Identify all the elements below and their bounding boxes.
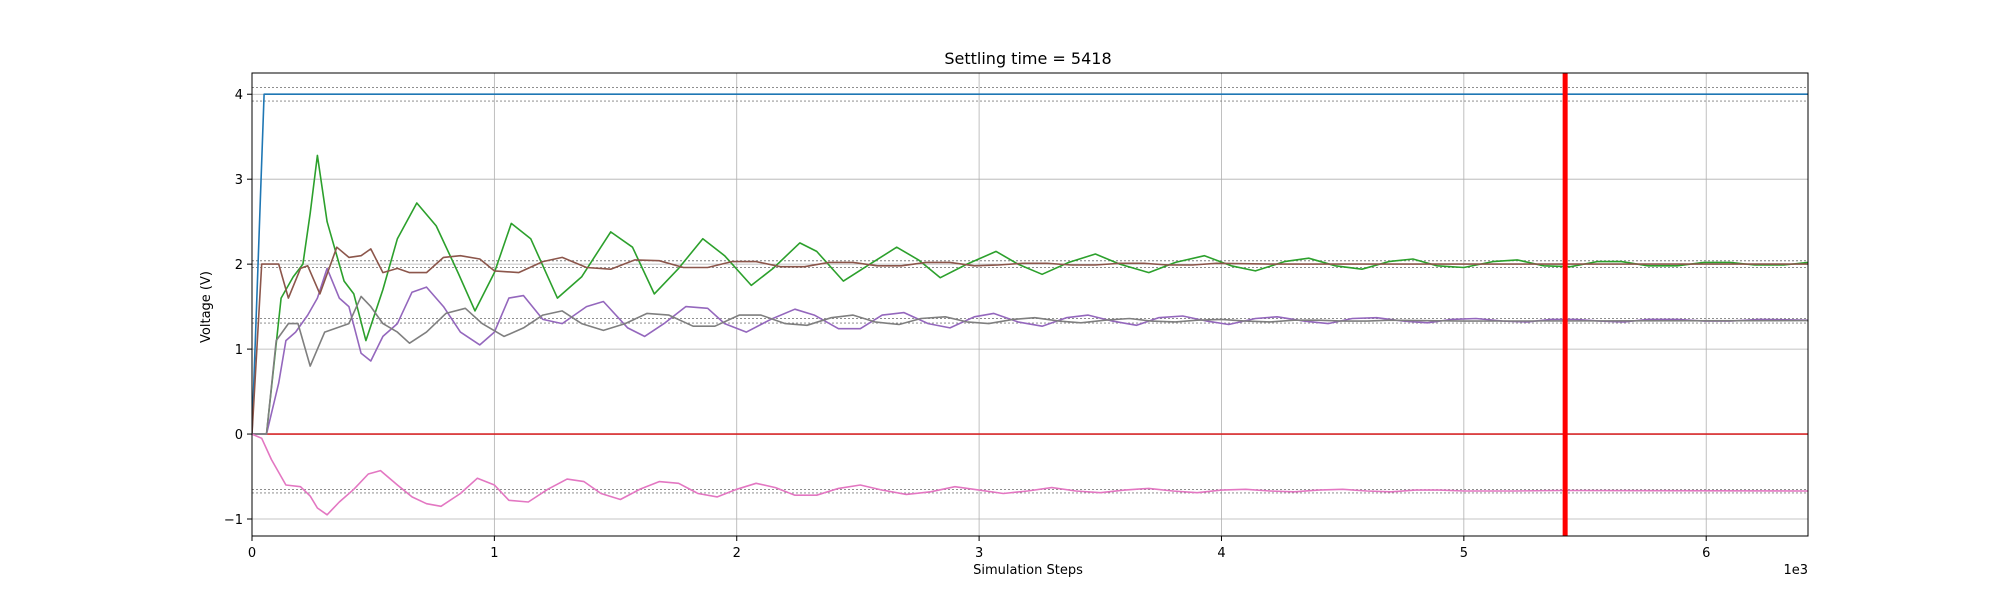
chart-title: Settling time = 5418 xyxy=(944,49,1111,68)
series-line xyxy=(252,93,1808,435)
plot-area: 0 1 2 3 4 5 6 −1 0 1 2 3 4 xyxy=(224,72,1809,561)
y-tick-label: 1 xyxy=(235,343,243,358)
x-tick-label: 4 xyxy=(1217,546,1225,561)
y-tick-label: 0 xyxy=(235,428,243,443)
series-line xyxy=(252,267,1808,435)
x-tick-label: 6 xyxy=(1702,546,1710,561)
y-tick-label: 4 xyxy=(235,88,243,103)
x-tick-label: 5 xyxy=(1460,546,1468,561)
series-line xyxy=(252,433,1808,516)
x-tick-label: 3 xyxy=(975,546,983,561)
y-axis-label: Voltage (V) xyxy=(199,271,214,343)
series-line xyxy=(252,246,1808,435)
x-offset-label: 1e3 xyxy=(1783,563,1808,578)
x-tick-label: 2 xyxy=(733,546,741,561)
x-axis-label: Simulation Steps xyxy=(973,563,1083,578)
x-tick-label: 0 xyxy=(248,546,256,561)
series-line xyxy=(252,154,1808,435)
y-tick-label: 3 xyxy=(235,173,243,188)
y-tick-label: −1 xyxy=(224,513,243,528)
series-line xyxy=(252,295,1808,435)
x-tick-label: 1 xyxy=(490,546,498,561)
y-tick-label: 2 xyxy=(235,258,243,273)
plot-frame xyxy=(251,72,1809,537)
